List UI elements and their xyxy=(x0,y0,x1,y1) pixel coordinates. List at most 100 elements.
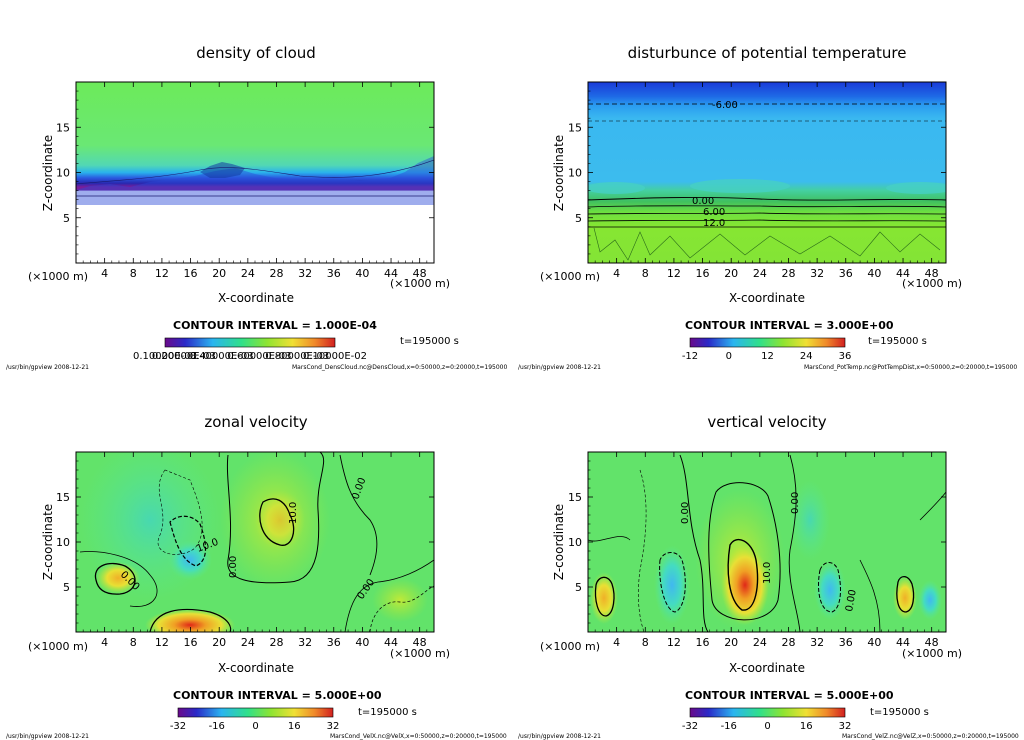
x-tick-label: 28 xyxy=(781,267,795,280)
plot-area xyxy=(588,452,946,632)
contour-line xyxy=(588,212,946,215)
y-tick-label: 15 xyxy=(56,491,70,504)
x-tick-label: 40 xyxy=(867,267,881,280)
x-tick-label: 12 xyxy=(667,267,681,280)
contour-line xyxy=(859,559,881,632)
time-label: t=195000 s xyxy=(870,707,929,718)
x-unit-right: (×1000 m) xyxy=(390,277,450,290)
x-tick-label: 20 xyxy=(212,267,226,280)
contour-label: 10.0 xyxy=(288,502,299,524)
y-tick-label: 15 xyxy=(568,121,582,134)
colorbar-tick-label: 0.80000E-03 xyxy=(265,351,329,362)
x-tick-label: 4 xyxy=(101,636,108,649)
x-unit-right: (×1000 m) xyxy=(902,277,962,290)
y-tick-label: 15 xyxy=(568,491,582,504)
x-ticks: 4 8 12 16 20 24 28 32 36 40 44 48 xyxy=(82,452,428,649)
colorbar-tick-label: 0.20000E-03 xyxy=(152,351,216,362)
contour-line xyxy=(659,552,686,613)
field-blob xyxy=(790,480,830,560)
colorbar-tick-label: 0 xyxy=(252,721,258,732)
contour-line xyxy=(588,219,946,222)
time-label: t=195000 s xyxy=(400,336,459,347)
contour-line xyxy=(638,469,647,632)
x-tick-label: 28 xyxy=(269,267,283,280)
x-tick-label: 24 xyxy=(753,636,767,649)
x-tick-label: 44 xyxy=(896,636,910,649)
x-tick-label: 48 xyxy=(413,636,427,649)
time-label: t=195000 s xyxy=(358,707,417,718)
contour-line xyxy=(727,538,759,611)
contour-line xyxy=(588,536,631,542)
x-tick-label: 36 xyxy=(327,636,341,649)
contour-line xyxy=(679,454,709,632)
contour-line xyxy=(594,576,615,617)
x-unit-left: (×1000 m) xyxy=(540,640,600,653)
contour-line xyxy=(339,454,378,576)
y-axis-title: Z-coordinate xyxy=(41,504,55,580)
x-ticks: 4 8 12 16 20 24 28 32 36 40 44 48 xyxy=(82,82,428,280)
footer-right: MarsCond_VelX.nc@VelX,x=0:50000,z=0:2000… xyxy=(330,733,507,740)
footer-right: MarsCond_VelZ.nc@VelZ,x=0:50000,z=0:2000… xyxy=(842,733,1019,740)
contour-line xyxy=(259,498,295,546)
x-tick-label: 4 xyxy=(101,267,108,280)
contour-label: 0.00 xyxy=(228,556,239,578)
colorbar-tick-label: -12 xyxy=(682,351,698,362)
x-tick-label: 28 xyxy=(269,636,283,649)
x-tick-label: 12 xyxy=(667,636,681,649)
contour-line xyxy=(588,197,946,201)
chart-title: disturbunce of potential temperature xyxy=(628,44,907,62)
x-tick-label: 8 xyxy=(130,267,137,280)
x-tick-label: 32 xyxy=(810,636,824,649)
colorbar-tick-label: 0 xyxy=(764,721,770,732)
contour-line xyxy=(919,491,946,521)
contour-line xyxy=(149,608,232,632)
colorbar-tick-label: 0.10000E-03 xyxy=(133,351,197,362)
theta-patch xyxy=(690,179,790,193)
colorbar-tick-label: 36 xyxy=(839,351,852,362)
x-unit-right: (×1000 m) xyxy=(902,647,962,660)
x-axis-title: X-coordinate xyxy=(729,291,805,305)
colorbar-tick-label: 0 xyxy=(726,351,732,362)
y-tick-label: 5 xyxy=(63,581,70,594)
colorbar-tick-label: 12 xyxy=(761,351,774,362)
footer-left: /usr/bin/gpview 2008-12-21 xyxy=(6,733,89,740)
x-tick-label: 36 xyxy=(839,636,853,649)
x-tick-label: 40 xyxy=(355,267,369,280)
y-tick-label: 10 xyxy=(568,536,582,549)
field-blob xyxy=(145,609,235,632)
field-fill xyxy=(76,82,434,263)
chart-title: density of cloud xyxy=(196,44,316,62)
colorbar-tick-label: 0.60000E-03 xyxy=(227,351,291,362)
x-tick-label: 28 xyxy=(781,636,795,649)
x-unit-right: (×1000 m) xyxy=(390,647,450,660)
plot-area xyxy=(76,452,434,632)
contour-label: 0.00 xyxy=(680,502,691,524)
colorbar xyxy=(689,707,846,718)
theta-patch xyxy=(588,182,645,194)
y-axis-title: Z-coordinate xyxy=(41,135,55,211)
colorbar xyxy=(689,337,846,348)
contour-line xyxy=(588,205,946,208)
y-tick-label: 10 xyxy=(56,536,70,549)
colorbar-tick-label: 0.10000E-02 xyxy=(303,351,367,362)
x-tick-label: 40 xyxy=(867,636,881,649)
x-tick-label: 20 xyxy=(212,636,226,649)
x-unit-left: (×1000 m) xyxy=(28,640,88,653)
x-unit-left: (×1000 m) xyxy=(28,270,88,283)
contour-line xyxy=(169,515,207,567)
footer-right: MarsCond_PotTemp.nc@PotTempDist,x=0:5000… xyxy=(804,364,1017,371)
x-tick-label: 16 xyxy=(184,267,198,280)
colorbar-ticks: -32 -16 0 16 32 xyxy=(682,721,852,732)
x-axis-title: X-coordinate xyxy=(729,661,805,675)
x-axis-title: X-coordinate xyxy=(218,291,294,305)
x-tick-label: 24 xyxy=(241,636,255,649)
contour-interval: CONTOUR INTERVAL = 3.000E+00 xyxy=(685,319,894,332)
contour-label: 10.0 xyxy=(762,562,773,584)
x-tick-label: 44 xyxy=(384,636,398,649)
y-ticks: 5 10 15 xyxy=(568,460,946,624)
footer-left: /usr/bin/gpview 2008-12-21 xyxy=(6,364,89,371)
colorbar-tick-label: -16 xyxy=(209,721,225,732)
y-axis-title: Z-coordinate xyxy=(552,135,566,211)
contour-line xyxy=(157,469,203,555)
contour-label: 0.00 xyxy=(844,589,859,613)
